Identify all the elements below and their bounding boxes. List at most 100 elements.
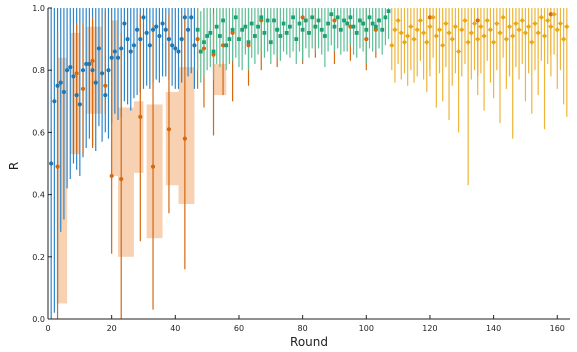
data-point [332,24,337,29]
data-point [71,74,76,79]
data-point [373,24,378,29]
data-point [471,20,478,27]
data-point [370,21,375,26]
data-point [351,24,356,29]
x-tick-label: 80 [298,324,308,333]
x-tick-label: 140 [486,324,501,333]
data-point [154,24,159,29]
data-point [179,37,184,42]
x-tick-label: 100 [359,324,374,333]
data-point [185,27,191,32]
data-point [554,27,560,33]
data-point [150,164,156,169]
confidence-band [70,32,80,155]
y-tick-label: 0.8 [32,66,45,75]
data-point [103,83,108,88]
data-point [475,36,481,42]
data-point [49,161,54,166]
data-point [420,30,427,36]
data-point [195,27,200,32]
data-point [160,21,165,26]
data-point [503,36,509,42]
data-point [506,24,513,30]
data-point [335,15,340,20]
data-point [326,21,330,26]
data-point [259,18,264,23]
data-point [198,49,203,54]
data-point [217,34,222,38]
data-point [459,27,465,33]
data-point [240,27,245,32]
data-point [150,27,156,32]
data-point [529,39,535,45]
data-point [138,114,143,119]
data-point [449,36,455,42]
data-point [468,30,474,36]
data-point [548,12,554,17]
data-point [417,17,424,24]
data-point [319,27,324,32]
data-point [300,15,305,20]
data-point [316,18,321,23]
data-point [414,27,420,33]
data-point [138,37,143,42]
data-point [259,15,264,20]
data-point [545,17,551,24]
data-point [211,52,216,57]
data-point [281,21,286,26]
data-point [303,18,308,23]
data-point [224,43,229,48]
data-point [487,27,494,33]
data-point [557,20,564,27]
data-point [202,40,206,45]
data-point [52,99,57,104]
y-ticks: 0.0 0.2 0.4 0.6 0.8 1.0 [32,4,52,324]
data-point [262,30,267,35]
data-point [96,46,102,51]
data-point [377,18,381,23]
data-point [427,24,433,30]
data-point [201,46,207,51]
data-point [364,37,369,42]
x-ticks: 0 20 40 60 80 100 120 140 160 [45,315,565,333]
data-point [55,164,60,169]
data-point [383,15,388,20]
data-point [189,15,194,20]
data-point [141,15,146,20]
data-point [342,18,346,23]
data-point [433,33,439,39]
data-point [484,17,490,24]
data-point [173,46,178,51]
data-point [80,68,86,73]
data-point [144,30,149,35]
data-point [297,21,302,26]
data-point [249,21,254,26]
data-point [364,27,369,32]
data-point [411,36,417,42]
data-point [443,20,449,27]
confidence-band [213,63,227,96]
data-point [395,17,401,24]
data-point [115,55,121,60]
data-point [103,92,108,98]
data-point [119,46,124,51]
data-point [392,27,398,33]
data-point [58,80,63,85]
data-point [166,37,172,42]
data-point [109,173,114,179]
data-points [49,9,570,182]
data-point [265,18,270,23]
data-point [516,27,522,33]
data-point [389,42,395,48]
data-point [538,14,544,20]
data-point [386,9,391,14]
data-point [195,37,200,42]
data-point [332,18,337,23]
data-point [500,14,506,20]
data-point [436,27,443,33]
data-point [90,68,95,73]
y-tick-label: 0.6 [32,128,45,137]
data-point [77,102,82,107]
data-point [532,20,538,27]
data-point [526,24,532,30]
